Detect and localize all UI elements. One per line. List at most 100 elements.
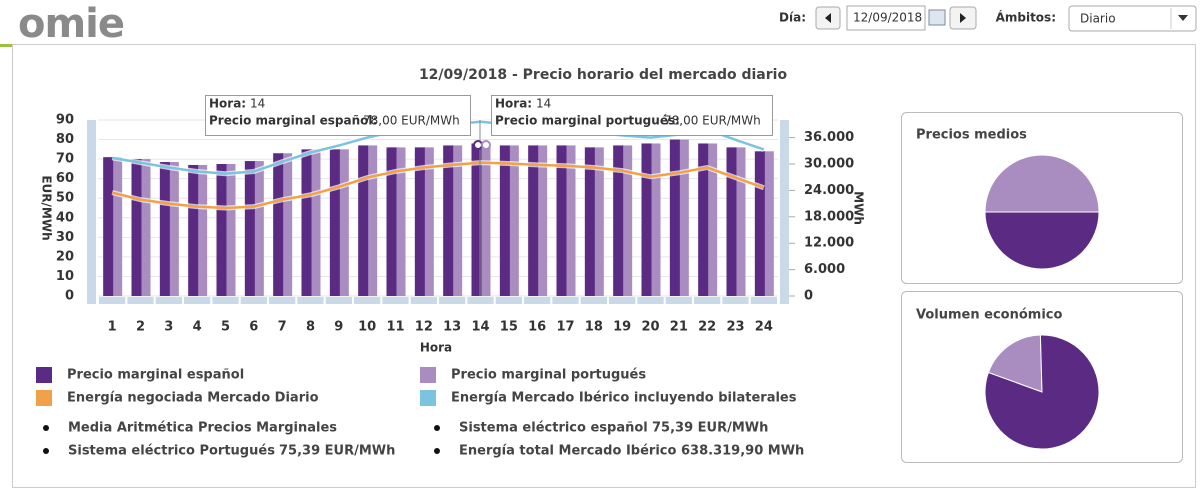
bar: [698, 143, 709, 296]
tooltip-price-label: Precio marginal portugués:: [495, 114, 680, 128]
axis-band: [665, 297, 692, 304]
axis-band: [580, 297, 607, 304]
bar: [282, 153, 293, 296]
bullet: [434, 448, 440, 454]
pie-slice: [987, 334, 1043, 393]
y-tick-label: 90: [56, 113, 74, 128]
tooltip-hour-label: Hora:: [209, 97, 246, 111]
x-tick-label: 8: [306, 320, 315, 335]
bar: [244, 161, 255, 296]
bar: [528, 145, 539, 296]
bar: [131, 159, 142, 296]
tooltip-hour: 14: [250, 97, 265, 111]
bar: [735, 147, 746, 296]
axis-post: [87, 120, 96, 304]
bar: [556, 145, 567, 296]
bar: [763, 151, 774, 296]
bar: [395, 147, 406, 296]
select-arrow: [1178, 15, 1188, 21]
pie-slice: [984, 211, 1100, 270]
x-tick-label: 12: [415, 320, 433, 335]
pie-slice: [984, 154, 1100, 213]
logo[interactable]: omie: [18, 1, 125, 47]
bar: [726, 147, 737, 296]
axis-band: [354, 297, 381, 304]
bar: [423, 147, 434, 296]
date-input[interactable]: [846, 5, 926, 31]
axis-band: [155, 297, 182, 304]
summary-label: Sistema eléctrico español: [459, 421, 648, 436]
y2-tick-label: 12.000: [804, 236, 854, 251]
bar: [197, 164, 208, 296]
bullet: [434, 425, 440, 431]
y-tick-label: 30: [56, 230, 74, 245]
legend-swatch: [420, 390, 436, 406]
y2-tick-label: 36.000: [804, 130, 854, 145]
summary-value: 638.319,90 MWh: [681, 444, 804, 459]
bar: [273, 153, 284, 296]
bar: [301, 149, 312, 296]
axis-band: [382, 297, 409, 304]
y2-tick-label: 6.000: [804, 262, 845, 277]
scope-select[interactable]: [1068, 5, 1197, 32]
pie-title: Volumen económico: [916, 308, 1062, 323]
bar: [584, 147, 595, 296]
axis-band: [212, 297, 239, 304]
chart-title: 12/09/2018 - Precio horario del mercado …: [419, 67, 788, 83]
axis-band: [325, 297, 352, 304]
bar: [537, 145, 548, 296]
bar: [358, 145, 369, 296]
y-tick-label: 40: [56, 210, 74, 225]
bar: [593, 147, 604, 296]
x-tick-label: 22: [698, 320, 716, 335]
y2-tick-label: 0: [804, 289, 813, 304]
x-tick-label: 14: [471, 320, 489, 335]
tooltip: [491, 95, 773, 136]
x-tick-label: 5: [221, 320, 230, 335]
scope-value: Diario: [1080, 12, 1116, 26]
axis-band: [269, 297, 296, 304]
axis-band: [552, 297, 579, 304]
tooltip: [205, 95, 471, 136]
hover-dot: [481, 140, 491, 150]
y2-tick-label: 24.000: [804, 183, 854, 198]
legend-swatch: [36, 390, 52, 406]
bullet: [43, 448, 49, 454]
bar: [650, 143, 661, 296]
x-tick-label: 21: [670, 320, 688, 335]
bar: [168, 162, 179, 296]
next-icon: [960, 13, 966, 23]
x-tick-label: 23: [726, 320, 744, 335]
tooltip-hour-label: Hora:: [495, 97, 532, 111]
bar: [414, 147, 425, 296]
bar: [707, 143, 718, 296]
x-tick-label: 4: [193, 320, 202, 335]
bar: [452, 145, 463, 296]
axis-band: [694, 297, 721, 304]
x-tick-label: 24: [755, 320, 773, 335]
tooltip-price: 78,00 EUR/MWh: [363, 114, 460, 128]
x-tick-label: 9: [334, 320, 343, 335]
summary-value: 75,39 EUR/MWh: [652, 421, 768, 436]
bar: [669, 139, 680, 296]
axis-band: [184, 297, 211, 304]
y-axis-label: EUR/MWh: [40, 175, 54, 240]
axis-band: [127, 297, 154, 304]
y-tick-label: 50: [56, 191, 74, 206]
y-tick-label: 60: [56, 171, 74, 186]
calendar-icon[interactable]: [928, 9, 946, 26]
bar: [754, 151, 765, 296]
x-tick-label: 13: [443, 320, 461, 335]
x-tick-label: 15: [500, 320, 518, 335]
x-axis-label: Hora: [420, 341, 452, 355]
legend-swatch: [36, 367, 52, 383]
tooltip-hour: 14: [536, 97, 551, 111]
hover-dot: [473, 140, 483, 150]
bar: [338, 149, 349, 296]
date-value: 12/09/2018: [853, 11, 922, 25]
y-tick-label: 80: [56, 132, 74, 147]
bar: [508, 145, 519, 296]
y-tick-label: 20: [56, 249, 74, 264]
y2-tick-label: 18.000: [804, 209, 854, 224]
